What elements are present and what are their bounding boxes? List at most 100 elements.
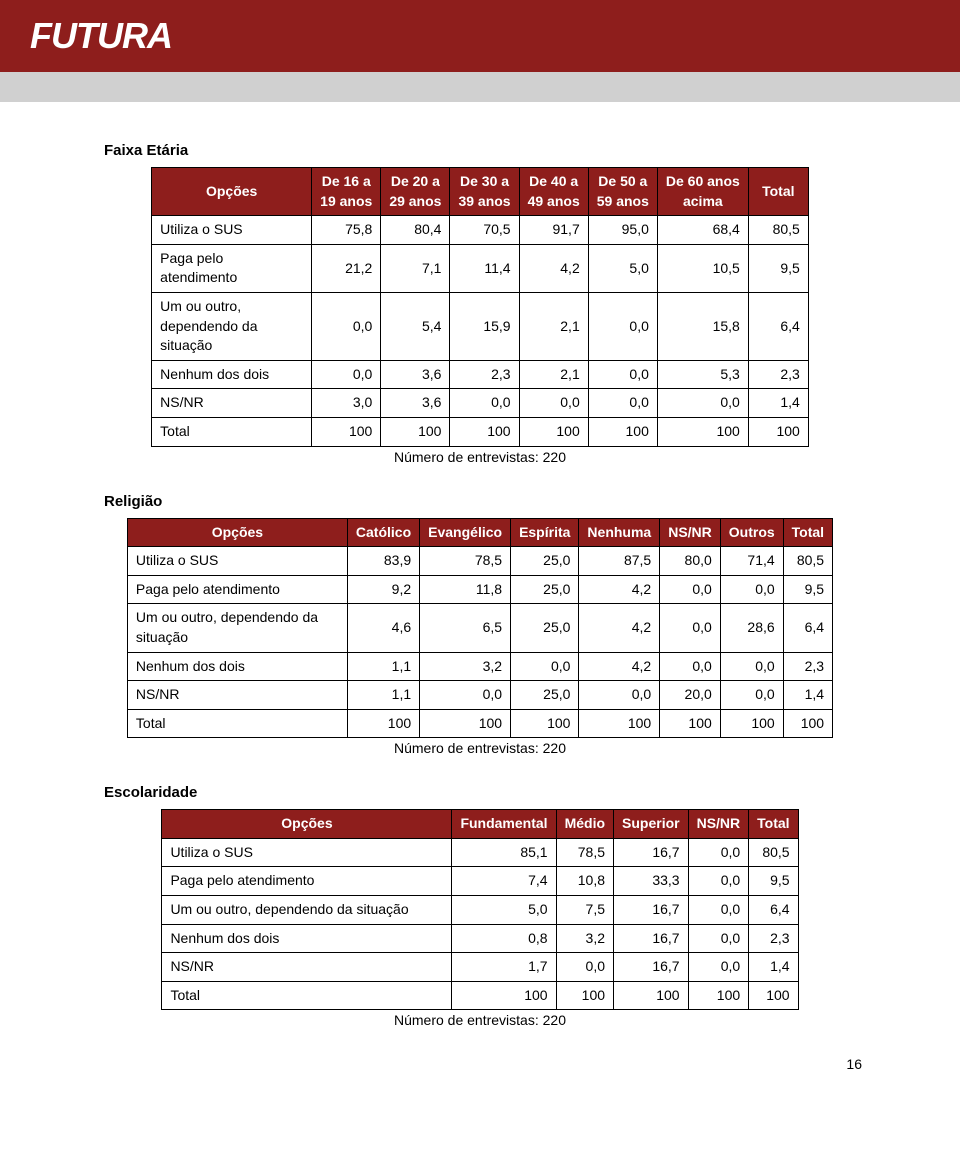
table-row: Utiliza o SUS83,978,525,087,580,071,480,… bbox=[127, 547, 832, 576]
cell-value: 28,6 bbox=[720, 604, 783, 652]
cell-value: 7,4 bbox=[452, 867, 556, 896]
column-header: Total bbox=[748, 168, 808, 216]
cell-value: 100 bbox=[720, 709, 783, 738]
cell-value: 83,9 bbox=[347, 547, 419, 576]
cell-value: 100 bbox=[657, 417, 748, 446]
table2-caption: Número de entrevistas: 220 bbox=[90, 740, 870, 756]
cell-value: 0,0 bbox=[450, 389, 519, 418]
cell-value: 0,0 bbox=[720, 681, 783, 710]
cell-value: 1,4 bbox=[748, 389, 808, 418]
cell-value: 100 bbox=[511, 709, 579, 738]
column-header: NS/NR bbox=[688, 810, 749, 839]
cell-value: 0,8 bbox=[452, 924, 556, 953]
cell-value: 100 bbox=[312, 417, 381, 446]
cell-value: 5,0 bbox=[588, 244, 657, 292]
cell-value: 6,5 bbox=[420, 604, 511, 652]
row-label: Nenhum dos dois bbox=[127, 652, 347, 681]
cell-value: 5,4 bbox=[381, 292, 450, 360]
cell-value: 6,4 bbox=[748, 292, 808, 360]
cell-value: 0,0 bbox=[660, 652, 721, 681]
cell-value: 0,0 bbox=[588, 389, 657, 418]
cell-value: 80,0 bbox=[660, 547, 721, 576]
cell-value: 100 bbox=[688, 981, 749, 1010]
cell-value: 78,5 bbox=[556, 838, 613, 867]
cell-value: 0,0 bbox=[720, 575, 783, 604]
cell-value: 100 bbox=[420, 709, 511, 738]
table-row: Total100100100100100100100 bbox=[152, 417, 809, 446]
cell-value: 3,6 bbox=[381, 360, 450, 389]
column-header: Opções bbox=[162, 810, 452, 839]
cell-value: 100 bbox=[749, 981, 798, 1010]
cell-value: 4,6 bbox=[347, 604, 419, 652]
column-header: De 16 a19 anos bbox=[312, 168, 381, 216]
row-label: Paga pelo atendimento bbox=[127, 575, 347, 604]
row-label: NS/NR bbox=[162, 953, 452, 982]
table-row: Um ou outro, dependendo da situação5,07,… bbox=[162, 896, 798, 925]
row-label: Total bbox=[152, 417, 312, 446]
table-row: Nenhum dos dois0,03,62,32,10,05,32,3 bbox=[152, 360, 809, 389]
cell-value: 9,2 bbox=[347, 575, 419, 604]
cell-value: 25,0 bbox=[511, 681, 579, 710]
cell-value: 1,4 bbox=[783, 681, 832, 710]
cell-value: 16,7 bbox=[614, 896, 689, 925]
row-label: Paga peloatendimento bbox=[152, 244, 312, 292]
cell-value: 95,0 bbox=[588, 216, 657, 245]
table3-title: Escolaridade bbox=[104, 784, 870, 801]
table-escolaridade: OpçõesFundamentalMédioSuperiorNS/NRTotal… bbox=[161, 809, 798, 1010]
cell-value: 80,5 bbox=[749, 838, 798, 867]
cell-value: 10,8 bbox=[556, 867, 613, 896]
table2-title: Religião bbox=[104, 493, 870, 510]
cell-value: 2,1 bbox=[519, 360, 588, 389]
row-label: NS/NR bbox=[152, 389, 312, 418]
gray-band bbox=[0, 72, 960, 102]
row-label: Utiliza o SUS bbox=[152, 216, 312, 245]
cell-value: 4,2 bbox=[579, 575, 660, 604]
column-header: Superior bbox=[614, 810, 689, 839]
table-row: Total100100100100100100100 bbox=[127, 709, 832, 738]
column-header: De 60 anosacima bbox=[657, 168, 748, 216]
table-faixa-etaria: OpçõesDe 16 a19 anosDe 20 a29 anosDe 30 … bbox=[151, 167, 809, 447]
table3-caption: Número de entrevistas: 220 bbox=[90, 1012, 870, 1028]
cell-value: 80,4 bbox=[381, 216, 450, 245]
cell-value: 100 bbox=[588, 417, 657, 446]
cell-value: 0,0 bbox=[688, 953, 749, 982]
cell-value: 100 bbox=[519, 417, 588, 446]
cell-value: 100 bbox=[556, 981, 613, 1010]
cell-value: 87,5 bbox=[579, 547, 660, 576]
column-header: Médio bbox=[556, 810, 613, 839]
cell-value: 6,4 bbox=[749, 896, 798, 925]
cell-value: 1,1 bbox=[347, 681, 419, 710]
column-header: De 40 a49 anos bbox=[519, 168, 588, 216]
cell-value: 85,1 bbox=[452, 838, 556, 867]
row-label: NS/NR bbox=[127, 681, 347, 710]
cell-value: 68,4 bbox=[657, 216, 748, 245]
cell-value: 4,2 bbox=[579, 652, 660, 681]
cell-value: 100 bbox=[660, 709, 721, 738]
table-religiao: OpçõesCatólicoEvangélicoEspíritaNenhumaN… bbox=[127, 518, 833, 739]
table-row: Utiliza o SUS75,880,470,591,795,068,480,… bbox=[152, 216, 809, 245]
cell-value: 0,0 bbox=[657, 389, 748, 418]
cell-value: 25,0 bbox=[511, 547, 579, 576]
table-row: NS/NR3,03,60,00,00,00,01,4 bbox=[152, 389, 809, 418]
column-header: Opções bbox=[152, 168, 312, 216]
table-row: NS/NR1,10,025,00,020,00,01,4 bbox=[127, 681, 832, 710]
cell-value: 2,3 bbox=[749, 924, 798, 953]
cell-value: 100 bbox=[381, 417, 450, 446]
table-row: NS/NR1,70,016,70,01,4 bbox=[162, 953, 798, 982]
cell-value: 100 bbox=[748, 417, 808, 446]
column-header: Outros bbox=[720, 518, 783, 547]
column-header: Nenhuma bbox=[579, 518, 660, 547]
table-row: Um ou outro,dependendo dasituação0,05,41… bbox=[152, 292, 809, 360]
cell-value: 0,0 bbox=[579, 681, 660, 710]
table-row: Nenhum dos dois0,83,216,70,02,3 bbox=[162, 924, 798, 953]
cell-value: 0,0 bbox=[688, 838, 749, 867]
cell-value: 2,3 bbox=[450, 360, 519, 389]
cell-value: 0,0 bbox=[720, 652, 783, 681]
cell-value: 0,0 bbox=[556, 953, 613, 982]
cell-value: 0,0 bbox=[420, 681, 511, 710]
cell-value: 0,0 bbox=[688, 867, 749, 896]
cell-value: 10,5 bbox=[657, 244, 748, 292]
row-label: Total bbox=[162, 981, 452, 1010]
cell-value: 3,0 bbox=[312, 389, 381, 418]
cell-value: 20,0 bbox=[660, 681, 721, 710]
